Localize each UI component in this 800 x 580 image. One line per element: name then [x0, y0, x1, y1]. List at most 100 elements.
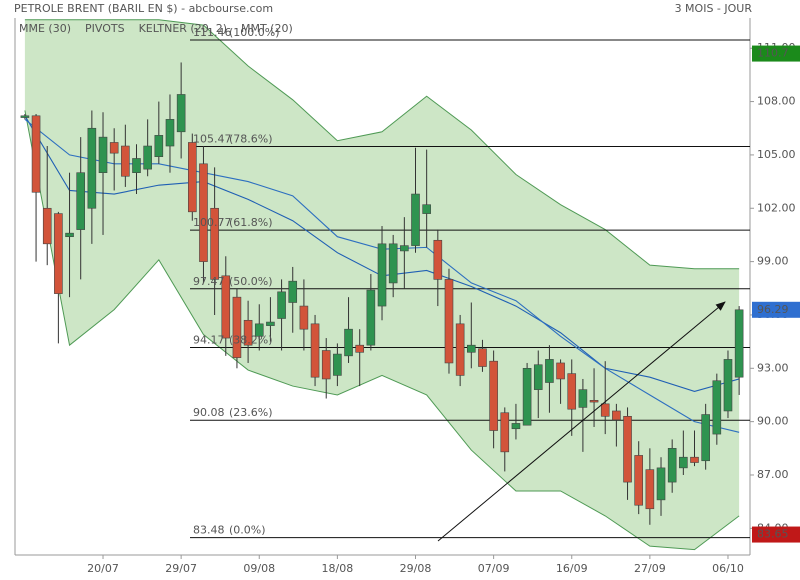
pivot-pct: (100.0%)	[229, 26, 280, 39]
candle-body	[321, 350, 331, 380]
candle-body	[277, 291, 286, 319]
y-tick-label: 105.00	[757, 148, 796, 161]
candle-body	[411, 193, 420, 246]
legend-entry: MMT (20)	[241, 22, 293, 35]
candle-body	[478, 348, 487, 367]
chart-title: PETROLE BRENT (BARIL EN $) - abcbourse.c…	[14, 2, 273, 15]
x-tick-label: 29/08	[400, 562, 432, 575]
x-tick-label: 16/09	[556, 562, 588, 575]
candle-body	[679, 456, 688, 469]
candle-body	[634, 455, 644, 506]
candle-body	[121, 145, 130, 177]
candle-body	[232, 296, 242, 358]
legend-entry: PIVOTS	[85, 22, 125, 35]
candle-body	[176, 94, 186, 133]
candle-body	[690, 456, 699, 463]
pivot-value: 105.47	[193, 133, 232, 146]
price-tag-label: 110.7	[757, 47, 789, 60]
candle-body	[623, 416, 632, 483]
legend-entry: MME (30)	[19, 22, 71, 35]
candle-body	[210, 207, 219, 280]
x-tick-label: 09/08	[243, 562, 275, 575]
candle-body	[656, 467, 666, 501]
candle-body	[76, 172, 85, 230]
candle-body	[54, 213, 63, 294]
candle-body	[221, 275, 231, 339]
candle-body	[388, 243, 398, 284]
candle-body	[310, 323, 320, 378]
pivot-pct: (61.8%)	[229, 216, 273, 229]
x-tick-label: 20/07	[87, 562, 119, 575]
candle-body	[288, 280, 298, 303]
candle-body	[545, 359, 554, 383]
candle-body	[132, 158, 141, 173]
candle-body	[20, 115, 30, 118]
candle-body	[444, 279, 454, 364]
x-tick-label: 18/08	[322, 562, 354, 575]
candle-body	[98, 136, 108, 173]
candle-body	[143, 145, 152, 170]
candle-body	[254, 323, 264, 337]
pivot-value: 111.46	[193, 26, 232, 39]
x-tick-label: 27/09	[634, 562, 666, 575]
candle-body	[299, 305, 309, 330]
candle-body	[455, 323, 465, 376]
candle-body	[734, 309, 744, 378]
price-tag	[752, 45, 800, 62]
y-tick-label: 108.00	[757, 95, 796, 108]
x-tick-label: 07/09	[478, 562, 510, 575]
candle-body	[344, 328, 353, 357]
y-tick-label: 87.00	[757, 468, 789, 481]
candle-body	[65, 232, 74, 238]
candle-body	[377, 243, 387, 307]
keltner-lower	[24, 110, 740, 551]
price-tag	[752, 301, 800, 318]
candle-body	[199, 163, 208, 262]
pivot-pct: (23.6%)	[229, 406, 273, 419]
candle-body	[400, 245, 409, 252]
candle-body	[31, 115, 41, 193]
candle-body	[723, 359, 733, 412]
pivot-pct: (78.6%)	[229, 133, 273, 146]
candle-body	[522, 367, 532, 426]
candle-body	[612, 410, 621, 421]
candle-body	[712, 380, 722, 435]
candle-body	[701, 414, 710, 462]
candle-body	[165, 119, 175, 147]
trend-arrow	[437, 301, 726, 542]
candle-body	[489, 360, 498, 431]
pivot-value: 94.17	[193, 333, 225, 346]
price-tag-label: 96.29	[757, 303, 789, 316]
legend-entry: KELTNER (20, 2)	[139, 22, 227, 35]
candle-body	[422, 204, 431, 214]
candle-body	[500, 412, 510, 453]
candle-body	[366, 289, 376, 346]
candle-body	[645, 469, 655, 510]
candle-body	[266, 321, 275, 326]
pivot-value: 83.48	[193, 524, 225, 537]
period: 3 MOIS - JOUR	[675, 2, 753, 15]
candle-body	[109, 142, 119, 154]
candle-body	[87, 127, 97, 209]
candle-body	[243, 319, 253, 346]
candle-body	[433, 239, 443, 280]
pivot-pct: (38.2%)	[229, 333, 273, 346]
candle-body	[578, 389, 588, 408]
candle-body	[42, 207, 52, 245]
pivot-value: 100.77	[193, 216, 232, 229]
candle-body	[154, 135, 164, 157]
y-tick-label: 99.00	[757, 255, 789, 268]
candle-body	[667, 448, 677, 483]
pivot-pct: (50.0%)	[229, 275, 273, 288]
candle-body	[556, 362, 565, 380]
y-tick-label: 102.00	[757, 201, 796, 214]
keltner-upper	[24, 19, 740, 270]
pivot-value: 90.08	[193, 406, 225, 419]
y-tick-label: 90.00	[757, 415, 789, 428]
candle-body	[333, 353, 342, 376]
candle-body	[355, 344, 365, 353]
candle-body	[466, 344, 476, 353]
pivot-pct: (0.0%)	[229, 524, 266, 537]
candle-body	[600, 403, 610, 417]
